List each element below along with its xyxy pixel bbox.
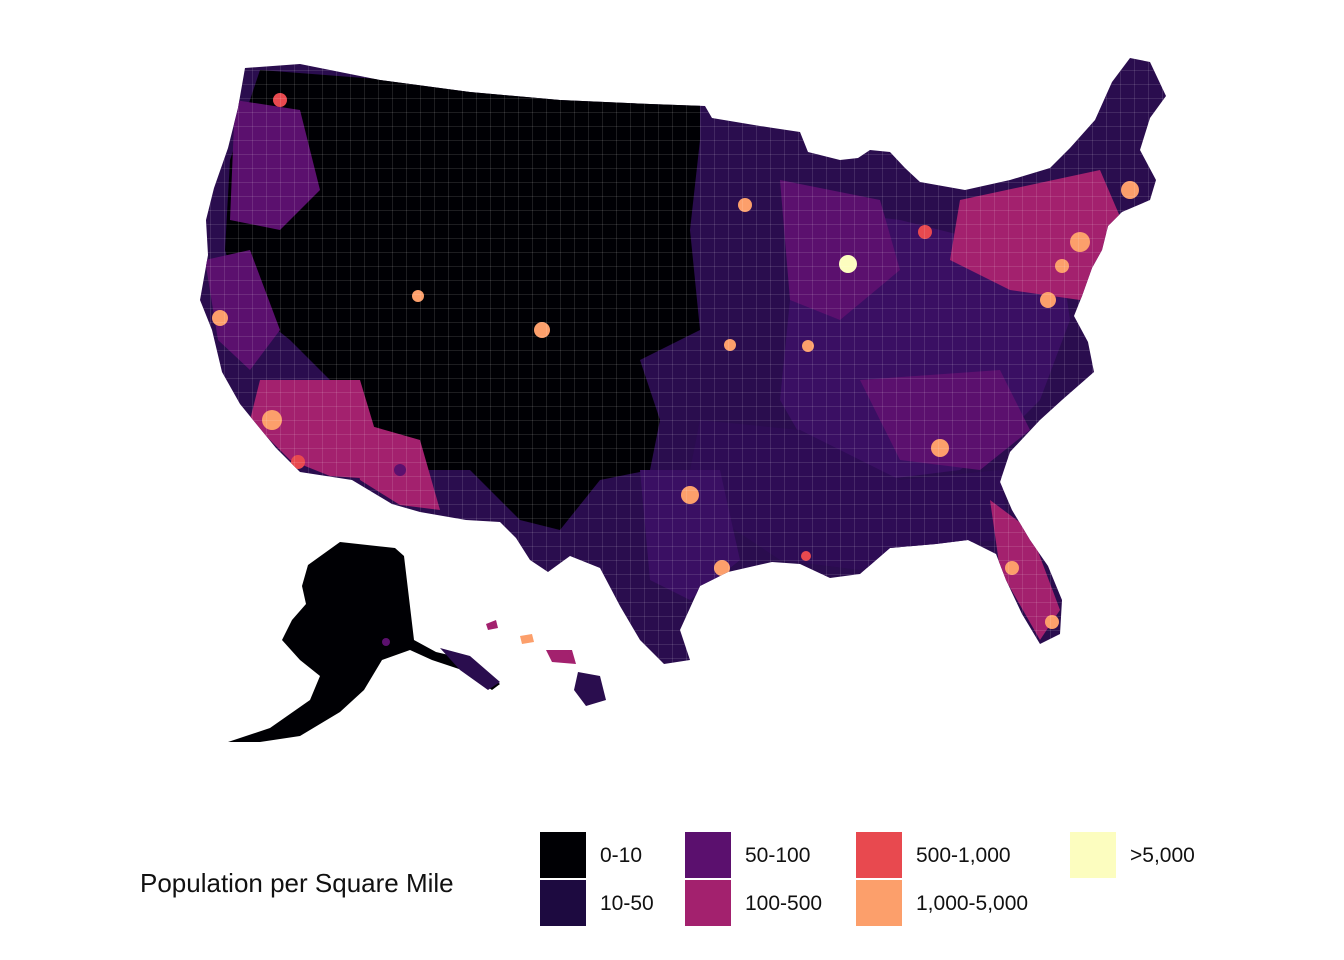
legend-swatch	[540, 880, 586, 926]
legend-swatch	[540, 832, 586, 878]
legend-title: Population per Square Mile	[140, 868, 454, 898]
alaska-anchorage	[382, 638, 390, 646]
legend-label: 500-1,000	[916, 844, 1011, 867]
hawaii	[486, 620, 606, 706]
legend-label: 50-100	[745, 844, 811, 867]
legend-swatch	[856, 832, 902, 878]
alaska	[228, 542, 500, 742]
contiguous-us	[200, 58, 1166, 664]
hawaii-maui	[546, 650, 576, 664]
legend: Population per Square Mile 0-10 10-50 50…	[140, 832, 1240, 932]
legend-label: >5,000	[1130, 844, 1195, 867]
legend-swatch	[856, 880, 902, 926]
legend-label: 0-10	[600, 844, 643, 867]
legend-swatch	[1070, 832, 1116, 878]
choropleth-map	[200, 58, 1166, 742]
hawaii-kauai	[486, 620, 498, 630]
alaska-shape	[228, 542, 500, 742]
hawaii-big-island	[574, 672, 606, 706]
legend-swatch	[685, 880, 731, 926]
hawaii-oahu	[520, 634, 534, 644]
legend-label: 100-500	[745, 892, 823, 915]
legend-label: 1,000-5,000	[916, 892, 1029, 915]
legend-label: 10-50	[600, 892, 654, 915]
legend-swatch	[685, 832, 731, 878]
alaska-panhandle	[440, 648, 500, 690]
